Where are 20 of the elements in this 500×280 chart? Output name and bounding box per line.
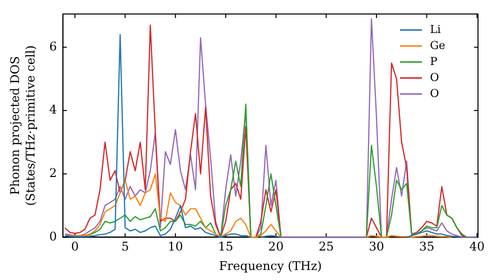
- legend-label: Ge: [430, 38, 446, 52]
- y-tick-label: 4: [49, 102, 58, 117]
- x-tick-label: 15: [218, 240, 234, 254]
- x-tick-label: 5: [121, 240, 129, 254]
- y-tick-label: 6: [49, 39, 57, 54]
- x-tick-label: 20: [268, 240, 284, 254]
- x-tick-label: 0: [71, 240, 79, 254]
- y-tick-label: 2: [49, 166, 57, 180]
- y-axis-title: Phonon projected DOS (States/THz·primitive cell): [8, 45, 38, 206]
- x-tick-label: 30: [368, 240, 384, 254]
- legend-label: O: [430, 70, 440, 84]
- y-tick-label: 0: [49, 229, 57, 244]
- x-tick-label: 35: [419, 240, 434, 254]
- x-tick-label: 25: [318, 240, 334, 254]
- x-tick-label: 10: [168, 240, 184, 254]
- x-tick-label: 40: [469, 240, 485, 254]
- x-axis-title: Frequency (THz): [218, 258, 322, 273]
- legend-label: Li: [430, 22, 442, 36]
- legend-label: O: [430, 86, 440, 100]
- legend-label: P: [430, 54, 438, 68]
